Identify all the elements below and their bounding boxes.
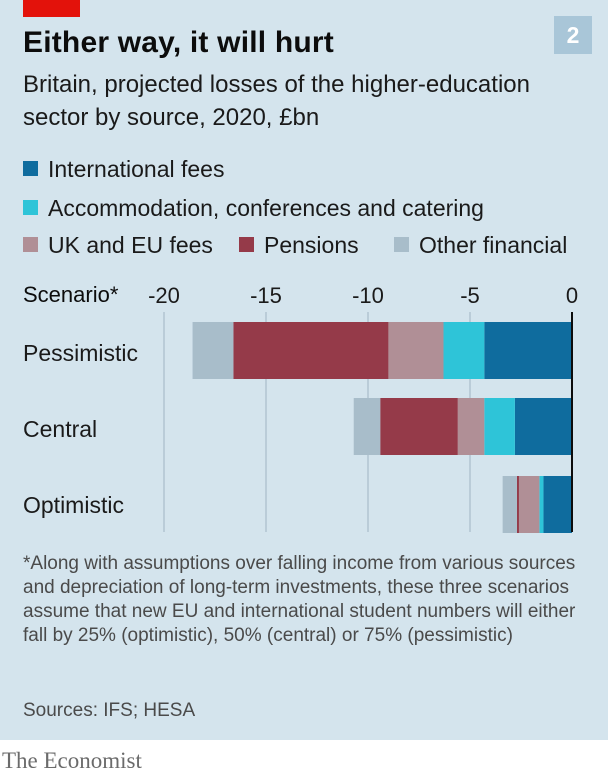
bar-segment [388,322,444,379]
legend-item-pensions: Pensions [239,233,359,257]
chart-number-badge: 2 [554,16,592,54]
x-tick-label: -10 [352,283,384,308]
row-label-pessimistic: Pessimistic [23,340,139,366]
x-tick-label: -20 [148,283,180,308]
bar-segment [502,476,517,533]
bar-segment [514,398,572,455]
bar-segment [539,476,544,533]
bar-segment [516,476,519,533]
legend-swatch [394,237,409,253]
legend-item-accommodation: Accommodation, conferences and catering [23,196,484,220]
legend-swatch [23,237,38,253]
legend-label: Other financial [419,232,568,258]
bar-segment [484,322,572,379]
chart-subtitle: Britain, projected losses of the higher-… [23,71,530,131]
legend-swatch [23,200,38,216]
axis-header: Scenario* [23,282,119,307]
legend-label: UK and EU fees [48,232,213,258]
brand-red-tag [23,0,80,17]
x-tick-label: -5 [460,283,480,308]
legend-item-international-fees: International fees [23,157,224,181]
bar-segment [192,322,234,379]
bar-segment [543,476,572,533]
legend-swatch [239,237,254,253]
legend-label: Accommodation, conferences and catering [48,195,484,221]
bar-segment [353,398,381,455]
bar-segment [380,398,458,455]
legend-item-other-financial: Other financial [394,233,567,257]
x-tick-label: -15 [250,283,282,308]
bar-segment [443,322,485,379]
row-label-central: Central [23,416,98,442]
chart-title: Either way, it will hurt [23,26,334,59]
sources: Sources: IFS; HESA [23,700,196,721]
bar-segment [457,398,485,455]
bar-segment [233,322,389,379]
stacked-bar-chart: -20 -15 -10 -5 0 [148,283,578,533]
bar-segment [518,476,540,533]
legend-item-uk-eu-fees: UK and EU fees [23,233,213,257]
x-tick-label: 0 [566,283,578,308]
row-label-optimistic: Optimistic [23,492,124,518]
legend-label: Pensions [264,232,359,258]
bar-segment [484,398,515,455]
footnote: *Along with assumptions over falling inc… [23,553,576,646]
legend-swatch [23,161,38,177]
brand-name: The Economist [2,748,142,773]
legend-label: International fees [48,156,225,182]
